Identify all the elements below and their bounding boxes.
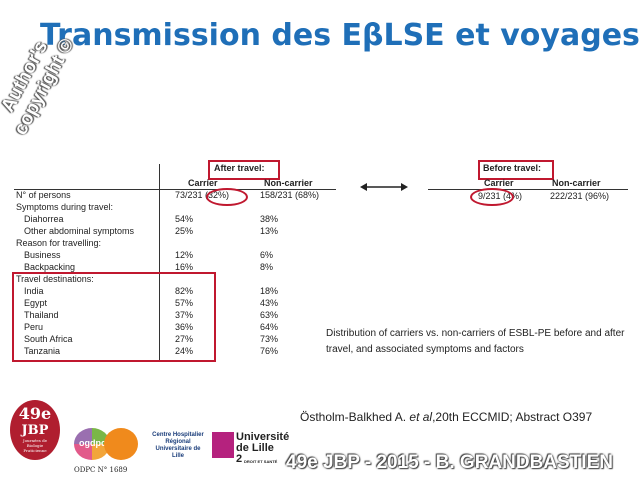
row-label: Other abdominal symptoms xyxy=(24,226,135,236)
before-travel-highlight-box xyxy=(478,160,554,180)
carrier-value: 73/231 (32%) xyxy=(175,190,230,200)
row-label: India xyxy=(24,286,44,296)
universite-subtitle: DROIT ET SANTÉ xyxy=(244,459,278,464)
carrier-value: 82% xyxy=(175,286,194,296)
carrier-column-header: Carrier xyxy=(188,178,218,188)
row-label: Diahorrea xyxy=(24,214,64,224)
noncarrier-value: 13% xyxy=(260,226,279,236)
partner-badge-logo xyxy=(104,428,138,460)
carrier-value: 16% xyxy=(175,262,194,272)
before-header-rule xyxy=(428,189,628,190)
noncarrier-value: 76% xyxy=(260,346,279,356)
row-label: Travel destinations: xyxy=(16,274,94,284)
after-travel-highlight-box xyxy=(208,160,280,180)
noncarrier-value: 18% xyxy=(260,286,279,296)
row-label: South Africa xyxy=(24,334,73,344)
figure-caption: Distribution of carriers vs. non-carrier… xyxy=(326,328,625,355)
jbp-logo: 49e JBP Journées de Biologie Praticienne xyxy=(10,400,60,460)
noncarrier-value: 63% xyxy=(260,310,279,320)
noncarrier-column-header: Non-carrier xyxy=(264,178,313,188)
row-label: Thailand xyxy=(24,310,59,320)
universite-number: 2 xyxy=(236,453,243,465)
jbp-label: JBP xyxy=(21,423,49,438)
noncarrier-value: 43% xyxy=(260,298,279,308)
carrier-value: 12% xyxy=(175,250,194,260)
noncarrier-value: 64% xyxy=(260,322,279,332)
reference-etal: et al xyxy=(409,410,433,424)
row-label: Peru xyxy=(24,322,44,332)
ogdpc-label: ogdpc xyxy=(79,438,106,448)
noncarrier-value: 158/231 (68%) xyxy=(260,190,320,200)
row-label: Reason for travelling: xyxy=(16,238,102,248)
slide-title: Transmission des EβLSE et voyages xyxy=(40,18,640,53)
odpc-number: ODPC N° 1689 xyxy=(74,466,128,474)
table-column-divider xyxy=(159,164,160,360)
carrier-value: 37% xyxy=(175,310,194,320)
travel-destinations-highlight-box xyxy=(12,272,216,362)
reference-source: ,20th ECCMID; Abstract O397 xyxy=(432,410,593,424)
row-label: Symptoms during travel: xyxy=(16,202,114,212)
footer-banner: 49e JBP - 2015 - B. GRANDBASTIEN xyxy=(286,452,613,473)
universite-line1: Université xyxy=(236,431,290,443)
row-label: Egypt xyxy=(24,298,48,308)
before-noncarrier-value: 222/231 (96%) xyxy=(550,191,610,201)
before-travel-header: Before travel: xyxy=(483,163,542,173)
row-label: Business xyxy=(24,250,61,260)
before-noncarrier-column-header: Non-carrier xyxy=(552,178,601,188)
reference-authors: Östholm-Balkhed A. xyxy=(300,410,410,424)
table-header-rule xyxy=(14,189,336,190)
jbp-number: 49e xyxy=(18,404,52,423)
row-label: Tanzania xyxy=(24,346,61,356)
before-carrier-highlight xyxy=(470,188,514,206)
carrier-percent-highlight xyxy=(206,188,248,206)
chru-lille-logo: Centre Hospitalier Régional Universitair… xyxy=(152,432,204,459)
copyright-watermark: Author's copyright © xyxy=(0,25,79,139)
before-carrier-column-header: Carrier xyxy=(484,178,514,188)
carrier-value: 54% xyxy=(175,214,194,224)
universite-emblem xyxy=(212,432,234,458)
jbp-subtitle: Journées de Biologie Praticienne xyxy=(22,438,48,453)
row-label: N° of persons xyxy=(16,190,71,200)
carrier-value: 25% xyxy=(175,226,194,236)
carrier-value: 57% xyxy=(175,298,194,308)
carrier-value: 24% xyxy=(175,346,194,356)
universite-line2: de Lille xyxy=(236,442,274,454)
noncarrier-value: 73% xyxy=(260,334,279,344)
after-travel-header: After travel: xyxy=(214,163,265,173)
noncarrier-value: 38% xyxy=(260,214,279,224)
noncarrier-value: 6% xyxy=(260,250,274,260)
double-arrow-icon xyxy=(360,183,408,191)
row-label: Backpacking xyxy=(24,262,76,272)
carrier-value: 27% xyxy=(175,334,194,344)
noncarrier-value: 8% xyxy=(260,262,274,272)
carrier-value: 36% xyxy=(175,322,194,332)
reference-citation: Östholm-Balkhed A. et al,20th ECCMID; Ab… xyxy=(300,410,592,424)
